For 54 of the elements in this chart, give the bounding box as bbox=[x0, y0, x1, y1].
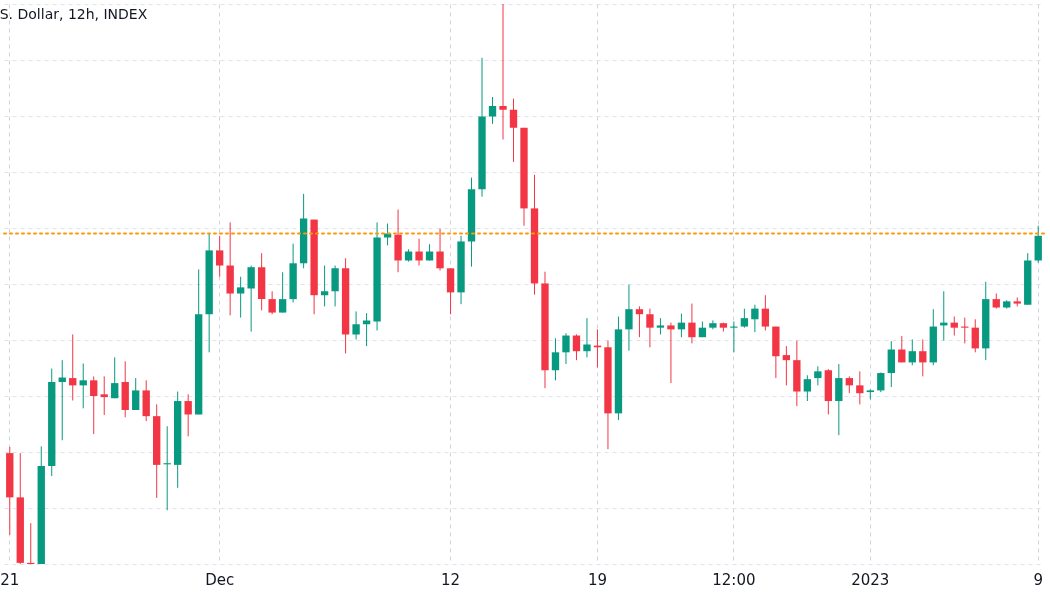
candlestick bbox=[814, 365, 822, 386]
x-tick-label: 2023 bbox=[851, 570, 890, 589]
candlestick bbox=[635, 305, 644, 338]
candlestick bbox=[877, 371, 885, 393]
candlestick bbox=[247, 265, 255, 333]
candlestick bbox=[730, 321, 738, 353]
x-tick-label: 12:00 bbox=[712, 570, 756, 589]
candlestick bbox=[751, 304, 759, 333]
candlestick bbox=[509, 98, 518, 163]
candlestick bbox=[69, 333, 77, 401]
candlestick bbox=[352, 310, 360, 340]
candlestick bbox=[950, 315, 958, 337]
chart-title: S. Dollar, 12h, INDEX bbox=[0, 5, 148, 22]
candlestick bbox=[320, 265, 329, 307]
candlestick bbox=[499, 3, 507, 141]
x-tick-label: 21 bbox=[0, 570, 20, 589]
candlestick bbox=[583, 317, 591, 358]
candlestick bbox=[562, 332, 570, 365]
candlestick bbox=[625, 284, 633, 352]
candlestick bbox=[100, 375, 108, 416]
x-tick-label: 19 bbox=[587, 570, 608, 589]
candlestick bbox=[919, 338, 927, 377]
candlestick bbox=[761, 294, 770, 331]
candlestick bbox=[268, 290, 276, 315]
candlestick bbox=[415, 238, 423, 267]
candlestick bbox=[646, 308, 654, 348]
candlestick bbox=[572, 333, 581, 361]
candlestick bbox=[488, 96, 497, 125]
candlestick bbox=[856, 370, 864, 405]
candlestick bbox=[79, 363, 87, 409]
candlestick bbox=[688, 303, 696, 344]
x-tick-label: 9 bbox=[1033, 570, 1043, 589]
candlestick bbox=[803, 374, 812, 402]
candlestick bbox=[908, 338, 916, 366]
candlestick bbox=[835, 363, 843, 436]
candlestick bbox=[971, 318, 979, 353]
candlestick bbox=[740, 308, 749, 329]
candlestick bbox=[436, 228, 444, 272]
candlestick bbox=[667, 322, 675, 384]
candlestick bbox=[331, 265, 339, 307]
candlestick bbox=[215, 235, 224, 278]
candlestick bbox=[236, 276, 245, 319]
candlestick bbox=[782, 345, 791, 386]
candlestick bbox=[111, 356, 119, 399]
x-tick-label: 12 bbox=[440, 570, 461, 589]
candlestick bbox=[90, 375, 98, 435]
candlestick bbox=[278, 271, 287, 314]
candlestick bbox=[132, 377, 140, 411]
candlestick bbox=[551, 337, 560, 381]
candlestick bbox=[887, 340, 895, 388]
candlestick bbox=[383, 223, 392, 246]
x-tick-label: Dec bbox=[205, 570, 235, 589]
candlestick bbox=[362, 312, 371, 347]
candlestick bbox=[184, 393, 192, 437]
